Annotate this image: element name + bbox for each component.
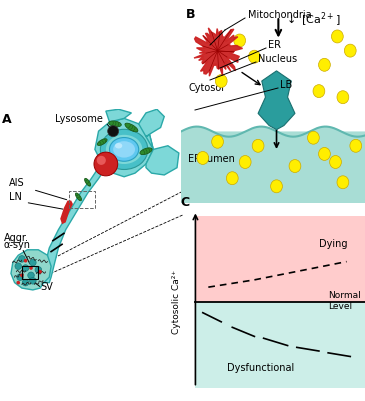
Text: SV: SV (40, 282, 53, 292)
Ellipse shape (100, 130, 148, 170)
Circle shape (215, 75, 227, 87)
Ellipse shape (110, 138, 139, 161)
Polygon shape (139, 109, 164, 150)
Text: Lysosome: Lysosome (55, 114, 111, 129)
Text: Mitochondria: Mitochondria (248, 10, 312, 20)
Text: Level: Level (328, 302, 352, 311)
Circle shape (16, 281, 20, 284)
Circle shape (313, 85, 325, 97)
Circle shape (307, 131, 319, 144)
Text: Dying: Dying (319, 239, 347, 249)
Circle shape (38, 270, 42, 273)
Circle shape (20, 273, 24, 277)
Text: ER: ER (268, 40, 281, 50)
Circle shape (350, 139, 362, 152)
Circle shape (212, 135, 223, 148)
Circle shape (331, 30, 343, 43)
Polygon shape (146, 146, 179, 175)
Polygon shape (11, 250, 51, 290)
Text: Aggr.: Aggr. (4, 233, 28, 243)
Circle shape (29, 266, 33, 270)
Circle shape (249, 50, 260, 63)
Circle shape (22, 265, 29, 271)
Circle shape (319, 148, 330, 160)
Polygon shape (194, 28, 242, 76)
Text: $\downarrow$ $[\mathrm{Ca}^{2+}]$: $\downarrow$ $[\mathrm{Ca}^{2+}]$ (284, 10, 341, 28)
Ellipse shape (85, 178, 91, 186)
Circle shape (28, 272, 34, 279)
Ellipse shape (76, 193, 81, 201)
Circle shape (239, 156, 251, 168)
Ellipse shape (140, 148, 152, 155)
Text: LB: LB (280, 80, 292, 90)
Ellipse shape (113, 141, 135, 158)
Ellipse shape (125, 123, 138, 132)
Text: AIS: AIS (9, 178, 25, 188)
Text: ER lumen: ER lumen (188, 154, 235, 164)
Bar (195, 216, 365, 302)
Circle shape (330, 156, 341, 168)
Bar (22, 266, 38, 279)
Text: Dysfunctional: Dysfunctional (227, 363, 294, 373)
Text: Cytosolic Ca²⁺: Cytosolic Ca²⁺ (173, 270, 181, 334)
Bar (69, 191, 95, 208)
Circle shape (344, 44, 356, 57)
Circle shape (289, 160, 301, 172)
Polygon shape (258, 71, 295, 130)
Circle shape (94, 152, 118, 176)
Ellipse shape (109, 121, 121, 127)
Circle shape (319, 58, 330, 71)
Ellipse shape (115, 143, 122, 148)
Circle shape (35, 267, 42, 273)
Text: Nucleus: Nucleus (258, 54, 297, 64)
Circle shape (30, 259, 36, 266)
Polygon shape (60, 200, 73, 224)
Circle shape (337, 176, 349, 189)
Circle shape (24, 259, 27, 263)
Text: A: A (2, 113, 11, 126)
Circle shape (15, 263, 22, 269)
Circle shape (226, 172, 238, 185)
Circle shape (337, 91, 349, 104)
Text: C: C (181, 196, 190, 209)
Text: Normal: Normal (328, 291, 361, 300)
Circle shape (19, 255, 25, 262)
Circle shape (108, 126, 119, 137)
Text: LN: LN (9, 192, 22, 203)
Circle shape (22, 279, 29, 286)
Ellipse shape (97, 139, 107, 146)
Polygon shape (95, 118, 153, 177)
Bar (181, 132, 365, 203)
Circle shape (197, 152, 209, 164)
Circle shape (252, 139, 264, 152)
Text: α-syn: α-syn (4, 240, 31, 250)
Circle shape (30, 277, 36, 284)
Polygon shape (44, 168, 106, 283)
Polygon shape (106, 109, 131, 122)
Circle shape (270, 180, 283, 193)
Bar (195, 302, 365, 387)
Circle shape (97, 156, 106, 165)
Text: Cytosol: Cytosol (188, 83, 224, 93)
Ellipse shape (106, 135, 142, 164)
Circle shape (234, 34, 246, 47)
Circle shape (17, 274, 23, 280)
Text: B: B (186, 8, 196, 21)
